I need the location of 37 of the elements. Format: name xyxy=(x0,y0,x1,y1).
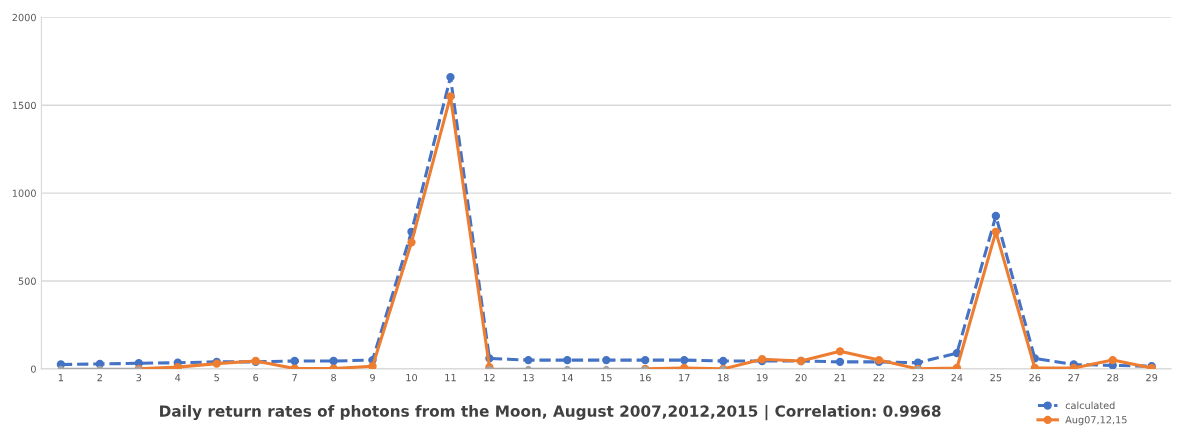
x-tick-label: 5 xyxy=(214,374,219,382)
x-tick-label: 23 xyxy=(912,373,924,382)
x-tick-label: 26 xyxy=(1029,373,1041,382)
y-tick-label: 1500 xyxy=(12,101,36,110)
text: Daily return rates of photons from the Moon, August 2007,2012,2015 | Correlation: 0.9968 xyxy=(160,404,941,421)
x-tick-label: 10 xyxy=(406,373,418,382)
x-tick-label: 4 xyxy=(175,374,181,382)
x-tick-label: 9 xyxy=(370,373,375,382)
x-tick-label: 12 xyxy=(484,373,495,382)
x-tick-label: 1 xyxy=(58,374,64,382)
x-tick-label: 16 xyxy=(640,373,651,382)
x-tick-label: 18 xyxy=(718,373,729,382)
legend-label: calculated xyxy=(1065,401,1115,410)
y-tick-label: 500 xyxy=(18,277,36,285)
x-tick-label: 15 xyxy=(601,374,612,382)
x-tick-label: 7 xyxy=(292,374,297,382)
x-tick-label: 27 xyxy=(1068,373,1080,382)
x-tick-label: 21 xyxy=(834,373,846,382)
x-tick-label: 28 xyxy=(1107,373,1119,382)
x-tick-label: 6 xyxy=(253,373,259,382)
y-tick-label: 0 xyxy=(31,365,36,373)
x-tick-label: 17 xyxy=(679,374,690,382)
x-tick-label: 3 xyxy=(136,373,142,382)
x-tick-label: 14 xyxy=(562,374,573,382)
x-tick-label: 19 xyxy=(757,373,768,382)
x-tick-label: 29 xyxy=(1146,373,1158,382)
legend-label: Aug07,12,15 xyxy=(1065,416,1127,426)
x-tick-label: 22 xyxy=(873,373,885,382)
x-tick-label: 20 xyxy=(795,373,807,382)
x-tick-label: 8 xyxy=(331,373,337,382)
x-tick-label: 24 xyxy=(951,373,963,382)
y-tick-label: 1000 xyxy=(12,189,36,197)
y-tick-label: 2000 xyxy=(12,13,36,22)
x-tick-label: 2 xyxy=(97,373,102,382)
x-tick-label: 13 xyxy=(523,373,534,382)
x-tick-label: 25 xyxy=(990,373,1002,382)
x-tick-label: 11 xyxy=(445,374,456,382)
